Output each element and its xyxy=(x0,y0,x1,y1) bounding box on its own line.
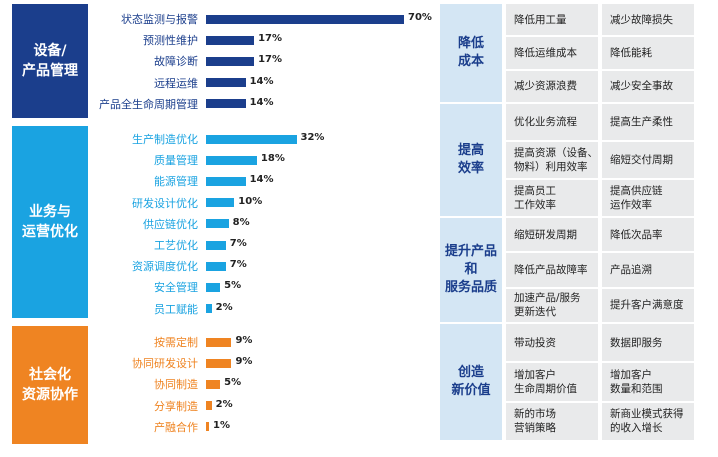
category-label: 产融合作 xyxy=(154,420,198,434)
bar xyxy=(206,134,297,144)
bar xyxy=(206,219,229,229)
category-label: 工艺优化 xyxy=(154,239,198,252)
bar xyxy=(206,14,404,24)
value-label: 8% xyxy=(232,216,250,228)
value-label: 9% xyxy=(235,356,253,368)
category-label: 分享制造 xyxy=(154,399,198,413)
benefit-cell: 减少故障损失 xyxy=(602,4,694,36)
benefit-cell: 加速产品/服务 更新迭代 xyxy=(506,288,598,322)
bar xyxy=(206,304,212,314)
bar xyxy=(206,176,246,186)
benefit-cell: 降低次品率 xyxy=(602,218,694,252)
value-label: 18% xyxy=(260,153,285,165)
bar xyxy=(206,198,235,208)
value-label: 10% xyxy=(238,195,263,207)
category-label: 员工赋能 xyxy=(154,302,198,316)
benefit-cell: 带动投资 xyxy=(506,324,598,362)
value-label: 32% xyxy=(300,132,325,143)
bar xyxy=(206,282,221,292)
category-label: 协同制造 xyxy=(154,378,198,392)
category-header: 提高 效率 xyxy=(440,104,502,216)
value-label: 5% xyxy=(224,280,242,292)
benefit-cell: 减少安全事故 xyxy=(602,70,694,102)
value-label: 17% xyxy=(258,54,283,66)
value-label: 14% xyxy=(249,75,274,87)
bar xyxy=(206,35,255,45)
benefit-cell: 缩短研发周期 xyxy=(506,218,598,252)
section-label: 设备/ 产品管理 xyxy=(12,4,88,118)
bar xyxy=(206,78,246,88)
value-label: 2% xyxy=(215,301,233,313)
benefit-cell: 缩短交付周期 xyxy=(602,142,694,178)
benefit-cell: 减少资源浪费 xyxy=(506,70,598,102)
benefit-cell: 降低产品故障率 xyxy=(506,253,598,287)
benefit-cell: 提高生产柔性 xyxy=(602,104,694,140)
category-label: 资源调度优化 xyxy=(132,260,198,274)
benefit-cell: 降低用工量 xyxy=(506,4,598,36)
bar xyxy=(206,422,209,432)
benefit-cell: 降低运维成本 xyxy=(506,37,598,69)
bar xyxy=(206,240,226,250)
category-label: 协同研发设计 xyxy=(132,357,198,371)
category-label: 预测性维护 xyxy=(143,34,198,48)
benefit-cell: 降低能耗 xyxy=(602,37,694,69)
benefit-cell: 提高资源（设备、 物料）利用效率 xyxy=(506,142,598,178)
section-label: 业务与 运营优化 xyxy=(12,126,88,318)
value-label: 7% xyxy=(229,259,247,271)
value-label: 1% xyxy=(213,419,230,431)
category-label: 按需定制 xyxy=(154,336,198,349)
category-label: 质量管理 xyxy=(154,154,198,168)
bar xyxy=(206,379,221,389)
value-label: 17% xyxy=(258,33,283,45)
category-label: 安全管理 xyxy=(154,281,198,295)
category-label: 产品全生命周期管理 xyxy=(99,97,198,111)
bar xyxy=(206,358,232,368)
category-header: 降低 成本 xyxy=(440,4,502,102)
bar xyxy=(206,56,255,66)
category-label: 状态监测与报警 xyxy=(121,13,198,26)
bar xyxy=(206,401,212,411)
category-label: 供应链优化 xyxy=(143,217,198,231)
bar xyxy=(206,261,226,271)
value-label: 2% xyxy=(215,398,233,410)
value-label: 14% xyxy=(249,174,274,186)
category-label: 故障诊断 xyxy=(154,55,198,69)
benefit-cell: 提高供应链 运作效率 xyxy=(602,180,694,216)
benefit-cell: 产品追溯 xyxy=(602,253,694,287)
value-label: 9% xyxy=(235,335,253,346)
benefit-cell: 提升客户满意度 xyxy=(602,288,694,322)
benefit-cell: 数据即服务 xyxy=(602,324,694,362)
bar xyxy=(206,99,246,109)
benefit-cell: 新商业模式获得 的收入增长 xyxy=(602,402,694,440)
category-header: 创造 新价值 xyxy=(440,324,502,440)
value-grid-panel: 降低 成本 降低用工量 减少故障损失 降低运维成本 降低能耗 减少资源浪费 减少安全事故 提高… xyxy=(440,0,718,457)
value-label: 5% xyxy=(224,377,242,389)
category-label: 生产制造优化 xyxy=(132,133,198,146)
category-label: 能源管理 xyxy=(154,175,198,189)
bar xyxy=(206,155,257,165)
benefit-cell: 增加客户 生命周期价值 xyxy=(506,363,598,401)
value-label: 70% xyxy=(408,12,432,23)
benefit-cell: 新的市场 营销策略 xyxy=(506,402,598,440)
benefit-cell: 提高员工 工作效率 xyxy=(506,180,598,216)
bar xyxy=(206,337,232,347)
benefit-cell: 增加客户 数量和范围 xyxy=(602,363,694,401)
value-label: 7% xyxy=(229,238,247,249)
category-label: 远程运维 xyxy=(154,76,198,90)
category-label: 研发设计优化 xyxy=(132,196,198,210)
benefit-cell: 优化业务流程 xyxy=(506,104,598,140)
section-label: 社会化 资源协作 xyxy=(12,326,88,444)
bar-chart-panel: 设备/ 产品管理 状态监测与报警 70% 预测性维护 17% 故障诊断 17% 远程运维 14%… xyxy=(12,4,432,444)
value-label: 14% xyxy=(249,96,274,108)
category-header: 提升产品 和 服务品质 xyxy=(440,218,502,322)
